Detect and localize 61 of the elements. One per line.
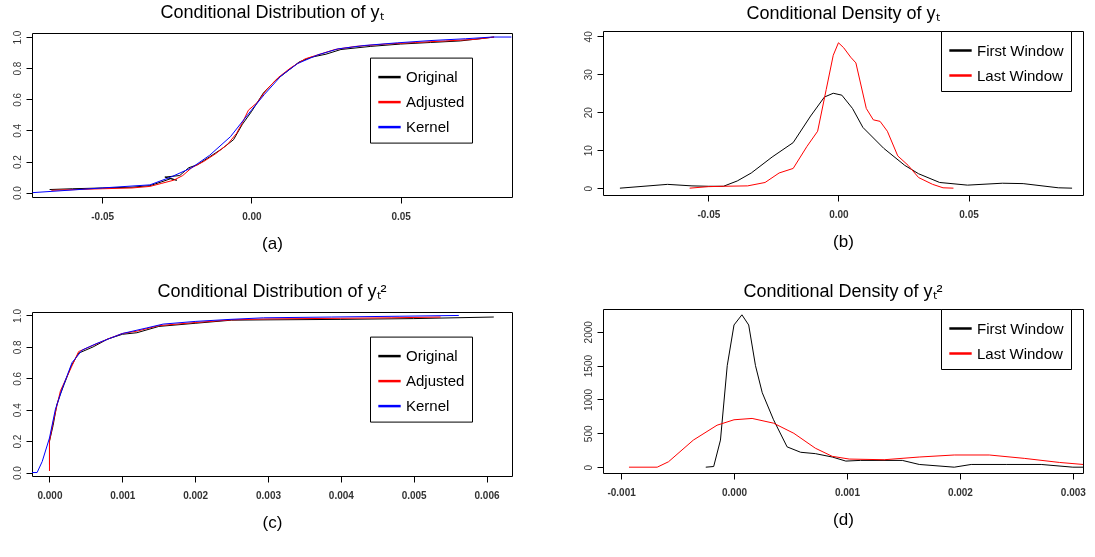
line-series [628, 417, 1083, 468]
x-tick-label: 0.00 [829, 208, 850, 220]
line-series [689, 42, 954, 189]
chart-title: Conditional Density of yₜ [746, 2, 940, 23]
x-tick-label: 0.002 [947, 486, 974, 498]
y-tick-label: 30 [582, 68, 594, 81]
x-tick-label: 0.001 [110, 489, 136, 501]
y-tick-label: 0.8 [11, 339, 23, 355]
x-tick-label: 0.05 [391, 210, 412, 222]
legend-label: Original [406, 347, 458, 365]
y-tick-label: 0.8 [11, 61, 23, 76]
x-axis-title: (b) [833, 231, 854, 251]
x-tick-label: 0.000 [722, 486, 748, 498]
y-tick-label: 0.6 [11, 371, 23, 386]
legend-label: First Window [977, 319, 1064, 337]
y-tick-label: 20 [582, 106, 594, 119]
y-tick-label: 0.6 [11, 92, 23, 107]
x-tick-label: -0.05 [697, 208, 721, 220]
x-axis-title: (d) [833, 509, 854, 529]
y-tick-label: 1.0 [11, 308, 23, 323]
x-tick-label: 0.006 [474, 489, 500, 501]
y-tick-label: 40 [582, 30, 594, 43]
x-axis-title: (a) [262, 233, 283, 253]
legend-label: Adjusted [406, 93, 465, 111]
x-axis-title: (c) [262, 512, 283, 532]
legend-label: First Window [977, 41, 1064, 59]
chart-title: Conditional Distribution of yₜ² [157, 280, 387, 301]
legend-label: Last Window [977, 344, 1064, 362]
y-tick-label: 10 [582, 144, 594, 157]
x-tick-label: 0.000 [37, 489, 63, 501]
legend-label: Adjusted [406, 372, 465, 390]
x-tick-label: -0.001 [607, 486, 637, 498]
x-tick-label: -0.05 [91, 210, 115, 222]
y-tick-label: 2000 [582, 320, 594, 344]
y-tick-label: 500 [582, 425, 594, 443]
x-tick-label: 0.05 [959, 208, 980, 220]
chart-title: Conditional Distribution of yₜ [160, 2, 384, 23]
legend-label: Original [406, 68, 458, 86]
y-tick-label: 0 [582, 185, 594, 192]
x-tick-label: 0.003 [255, 489, 282, 501]
line-series [619, 92, 1073, 189]
x-tick-label: 0.004 [328, 489, 355, 501]
chart-title: Conditional Density of yₜ² [743, 280, 943, 301]
y-tick-label: 1000 [582, 388, 594, 412]
x-tick-label: 0.00 [242, 210, 263, 222]
x-tick-label: 0.002 [183, 489, 209, 501]
y-tick-label: 0.2 [11, 434, 23, 449]
y-tick-label: 0.0 [11, 185, 23, 201]
y-tick-label: 1500 [582, 354, 594, 378]
x-tick-label: 0.005 [401, 489, 428, 501]
y-tick-label: 1.0 [11, 30, 23, 45]
y-tick-label: 0.0 [11, 465, 23, 480]
x-tick-label: 0.003 [1060, 486, 1087, 498]
legend-label: Last Window [977, 66, 1064, 84]
y-tick-label: 0.4 [11, 402, 23, 418]
x-tick-label: 0.001 [834, 486, 861, 498]
y-tick-label: 0.4 [11, 123, 23, 138]
y-tick-label: 0 [582, 464, 594, 471]
legend-label: Kernel [406, 118, 450, 136]
legend-label: Kernel [406, 397, 450, 415]
y-tick-label: 0.2 [11, 154, 23, 169]
